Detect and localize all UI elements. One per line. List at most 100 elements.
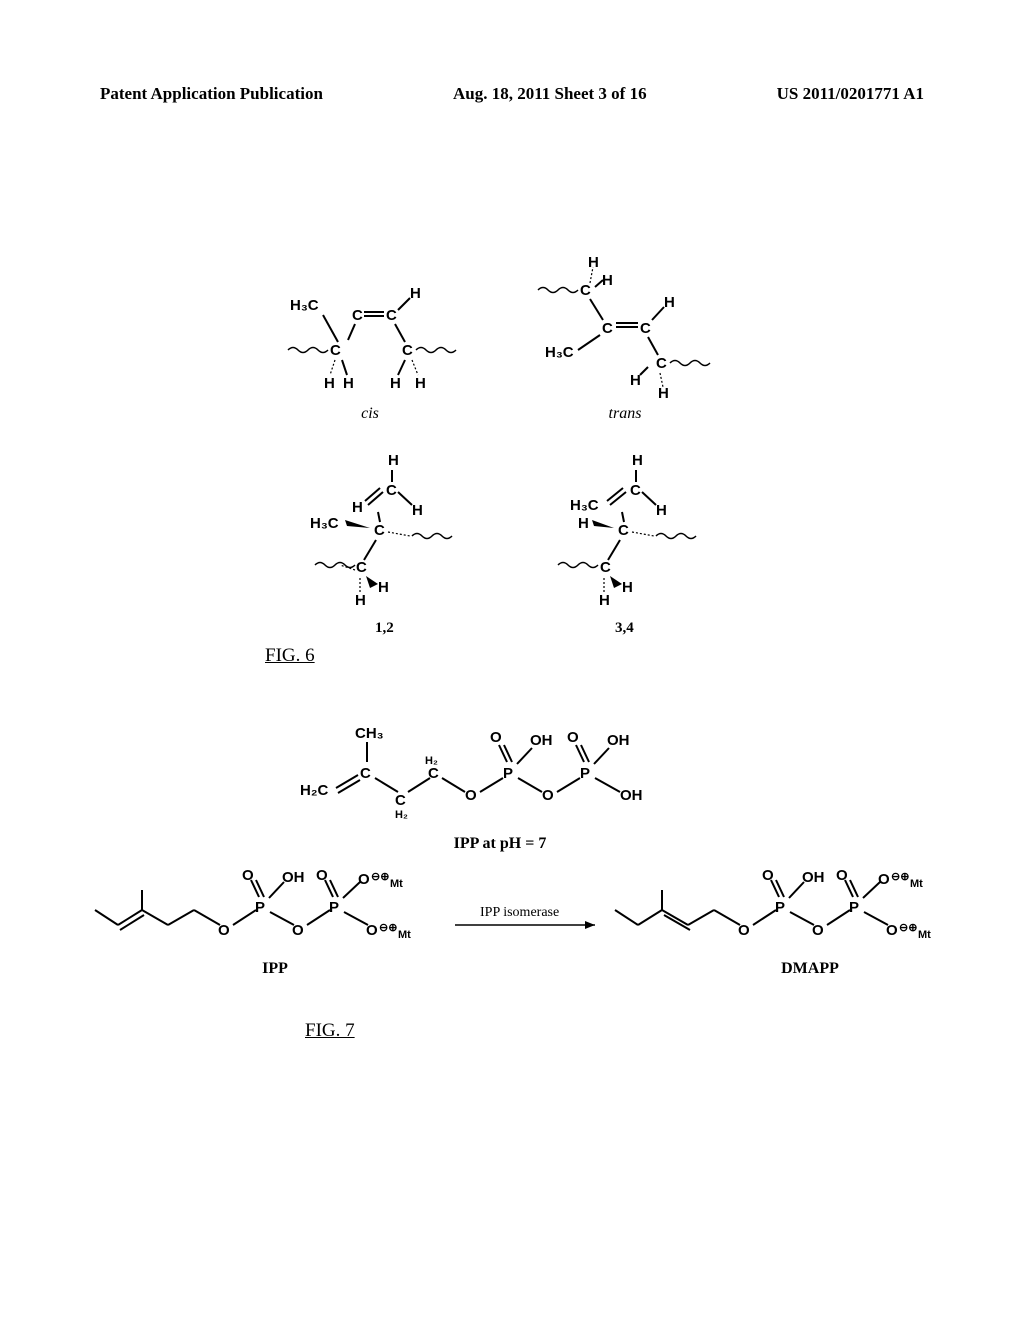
svg-text:H: H xyxy=(656,502,667,519)
svg-text:⊖⊕: ⊖⊕ xyxy=(379,922,397,934)
svg-text:O: O xyxy=(366,922,378,939)
svg-text:C: C xyxy=(428,765,439,782)
svg-text:P: P xyxy=(580,765,590,782)
svg-text:C: C xyxy=(402,342,413,359)
fig6-34-caption: 3,4 xyxy=(615,620,634,637)
svg-text:P: P xyxy=(503,765,513,782)
svg-text:H: H xyxy=(324,375,335,392)
svg-text:H: H xyxy=(390,375,401,392)
fig6-12-caption: 1,2 xyxy=(375,620,394,637)
svg-text:⊖⊕: ⊖⊕ xyxy=(371,871,389,883)
svg-text:C: C xyxy=(386,307,397,324)
svg-text:C: C xyxy=(618,522,629,539)
svg-text:H: H xyxy=(410,285,421,302)
svg-text:H₂: H₂ xyxy=(395,809,408,821)
fig6-34-structure: H C H₃C H C H C H H xyxy=(540,450,720,610)
svg-text:O: O xyxy=(886,922,898,939)
svg-text:H₂: H₂ xyxy=(425,755,438,767)
svg-text:Mt: Mt xyxy=(390,878,403,890)
svg-text:O: O xyxy=(738,922,750,939)
svg-text:OH: OH xyxy=(607,732,630,749)
svg-text:H: H xyxy=(378,579,389,596)
svg-text:C: C xyxy=(374,522,385,539)
fig7-label: FIG. 7 xyxy=(305,1020,355,1042)
svg-text:CH₃: CH₃ xyxy=(355,725,384,742)
svg-text:H: H xyxy=(355,592,366,609)
svg-text:C: C xyxy=(356,559,367,576)
fig7-ph-caption: IPP at pH = 7 xyxy=(420,835,580,853)
svg-text:O: O xyxy=(242,870,254,884)
svg-text:O: O xyxy=(812,922,824,939)
svg-text:OH: OH xyxy=(282,870,305,886)
svg-text:Mt: Mt xyxy=(918,929,931,941)
fig7-ipp-label: IPP xyxy=(250,960,300,978)
svg-text:C: C xyxy=(600,559,611,576)
header-center: Aug. 18, 2011 Sheet 3 of 16 xyxy=(453,84,647,104)
fig6-12-structure: H C H H C H₃C C H H xyxy=(310,450,480,610)
svg-text:O: O xyxy=(878,871,890,888)
svg-text:C: C xyxy=(395,792,406,809)
svg-text:P: P xyxy=(255,899,265,916)
svg-text:H: H xyxy=(388,452,399,469)
header-right: US 2011/0201771 A1 xyxy=(777,84,924,104)
svg-text:H: H xyxy=(412,502,423,519)
page-header: Patent Application Publication Aug. 18, … xyxy=(0,84,1024,104)
svg-text:OH: OH xyxy=(802,870,825,886)
svg-text:O: O xyxy=(762,870,774,884)
svg-text:H: H xyxy=(599,592,610,609)
svg-text:O: O xyxy=(358,871,370,888)
svg-text:C: C xyxy=(640,320,651,337)
svg-text:C: C xyxy=(656,355,667,372)
svg-text:P: P xyxy=(849,899,859,916)
fig7-arrow-label-svg: IPP isomerase xyxy=(480,905,559,920)
svg-text:H: H xyxy=(632,452,643,469)
svg-text:P: P xyxy=(329,899,339,916)
svg-text:H: H xyxy=(602,272,613,289)
svg-text:O: O xyxy=(490,729,502,746)
svg-text:C: C xyxy=(386,482,397,499)
svg-text:C: C xyxy=(360,765,371,782)
svg-text:H: H xyxy=(658,385,669,402)
svg-text:O: O xyxy=(292,922,304,939)
svg-text:O: O xyxy=(567,729,579,746)
svg-text:O: O xyxy=(316,870,328,884)
fig7-ipp-ph7-structure: H₂C C CH₃ C H₂ C H₂ O P O OH O P O OH OH xyxy=(300,700,730,830)
svg-text:O: O xyxy=(465,787,477,804)
fig6-trans-caption: trans xyxy=(600,405,650,423)
svg-text:C: C xyxy=(330,342,341,359)
svg-text:H: H xyxy=(622,579,633,596)
fig6-label: FIG. 6 xyxy=(265,645,315,667)
svg-text:O: O xyxy=(542,787,554,804)
svg-text:OH: OH xyxy=(530,732,553,749)
svg-text:O: O xyxy=(836,870,848,884)
svg-text:OH: OH xyxy=(620,787,643,804)
svg-text:O: O xyxy=(218,922,230,939)
fig7-reaction-arrow: IPP isomerase xyxy=(450,900,610,940)
svg-text:Mt: Mt xyxy=(910,878,923,890)
svg-text:Mt: Mt xyxy=(398,929,411,941)
svg-text:C: C xyxy=(352,307,363,324)
fig6-trans-structure: C H H C H₃C C H C H H xyxy=(530,255,730,405)
svg-text:H₃C: H₃C xyxy=(570,497,599,514)
fig6-cis-structure: C H₃C H H C C H C H H xyxy=(280,270,460,400)
svg-text:⊖⊕: ⊖⊕ xyxy=(899,922,917,934)
svg-text:H: H xyxy=(352,499,363,516)
svg-text:H: H xyxy=(630,372,641,389)
svg-text:H: H xyxy=(343,375,354,392)
svg-text:H: H xyxy=(664,294,675,311)
svg-text:H₃C: H₃C xyxy=(290,297,319,314)
svg-text:C: C xyxy=(602,320,613,337)
svg-text:H: H xyxy=(588,255,599,271)
header-left: Patent Application Publication xyxy=(100,84,323,104)
fig6-cis-caption: cis xyxy=(350,405,390,423)
svg-text:H: H xyxy=(578,515,589,532)
svg-text:C: C xyxy=(580,282,591,299)
fig7-dmapp-label: DMAPP xyxy=(770,960,850,978)
svg-text:H: H xyxy=(415,375,426,392)
svg-text:⊖⊕: ⊖⊕ xyxy=(891,871,909,883)
svg-text:P: P xyxy=(775,899,785,916)
svg-text:H₃C: H₃C xyxy=(310,515,339,532)
svg-text:C: C xyxy=(630,482,641,499)
svg-text:H₂C: H₂C xyxy=(300,782,328,799)
svg-text:H₃C: H₃C xyxy=(545,344,574,361)
